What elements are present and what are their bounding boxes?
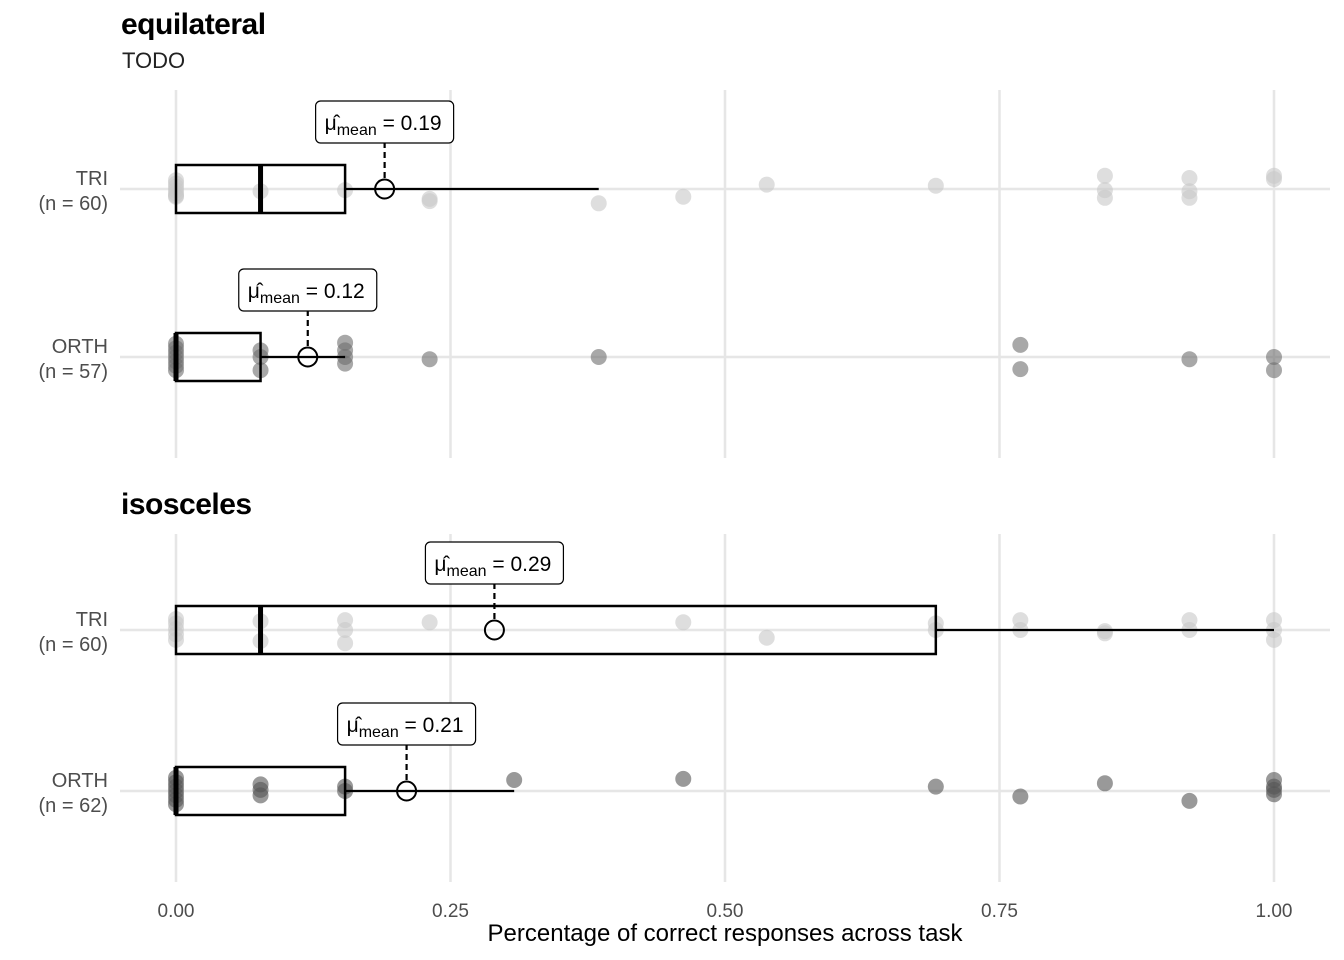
category-label: TRI <box>76 168 108 190</box>
data-point <box>675 614 692 631</box>
data-point <box>1096 167 1113 184</box>
data-point <box>1012 361 1029 378</box>
box <box>174 604 938 656</box>
data-point <box>1181 612 1198 629</box>
x-tick-label: 1.00 <box>1256 901 1293 922</box>
mean-marker <box>483 619 505 641</box>
data-point <box>421 190 438 207</box>
category-label: ORTH <box>52 336 108 358</box>
data-point <box>590 195 607 212</box>
mean-label: μ̂mean = 0.12 <box>238 268 378 312</box>
data-point <box>1181 183 1198 200</box>
category-label: TRI <box>76 609 108 631</box>
mean-label: μ̂mean = 0.29 <box>424 541 565 585</box>
mean-label-text: μ̂mean = 0.19 <box>325 112 442 139</box>
data-point <box>675 770 692 787</box>
mean-marker <box>297 346 319 368</box>
category-count-label: (n = 62) <box>39 795 108 817</box>
x-tick-label: 0.00 <box>158 901 195 922</box>
panel-title-equilateral: equilateral <box>121 8 266 41</box>
data-point <box>758 176 775 193</box>
mean-label-box <box>336 702 477 746</box>
x-tick-label: 0.25 <box>432 901 469 922</box>
data-point <box>758 629 775 646</box>
data-point <box>421 614 438 631</box>
category-count-label: (n = 60) <box>39 634 108 656</box>
data-point <box>1266 772 1282 788</box>
data-point <box>1181 170 1198 186</box>
data-point <box>337 612 354 629</box>
mean-label-box <box>315 100 455 144</box>
data-point <box>675 188 692 205</box>
data-point <box>1266 612 1282 629</box>
data-point <box>927 778 944 795</box>
data-point <box>1012 612 1029 629</box>
data-point <box>337 334 354 351</box>
mean-marker <box>374 178 396 200</box>
data-point <box>590 349 607 365</box>
data-point <box>1012 788 1029 805</box>
mean-label-box <box>424 541 565 585</box>
data-point <box>927 177 944 194</box>
data-point <box>506 772 523 788</box>
data-point <box>1266 349 1282 365</box>
data-point <box>421 351 438 368</box>
category-label: ORTH <box>52 770 108 792</box>
mean-label-text: μ̂mean = 0.21 <box>347 714 464 741</box>
mean-label-text: μ̂mean = 0.29 <box>434 553 551 580</box>
mean-label: μ̂mean = 0.19 <box>315 100 455 144</box>
data-point <box>252 776 269 793</box>
mean-label-box <box>238 268 378 312</box>
data-point <box>1096 182 1113 199</box>
data-point <box>1012 336 1029 353</box>
x-axis-label: Percentage of correct responses across t… <box>487 920 963 947</box>
panel-title-isosceles: isosceles <box>121 488 252 521</box>
data-point <box>1266 167 1282 184</box>
mean-label-text: μ̂mean = 0.12 <box>248 280 365 307</box>
mean-marker <box>396 780 418 802</box>
mean-label: μ̂mean = 0.21 <box>336 702 477 746</box>
panel-subtitle: TODO <box>122 48 186 73</box>
data-point <box>1181 351 1198 368</box>
category-count-label: (n = 57) <box>39 361 108 383</box>
category-count-label: (n = 60) <box>39 193 108 215</box>
data-point <box>1266 362 1282 379</box>
data-point <box>337 635 354 652</box>
x-tick-label: 0.75 <box>981 901 1018 922</box>
data-point <box>1181 792 1198 809</box>
data-point <box>1096 775 1113 792</box>
x-tick-label: 0.50 <box>707 901 744 922</box>
